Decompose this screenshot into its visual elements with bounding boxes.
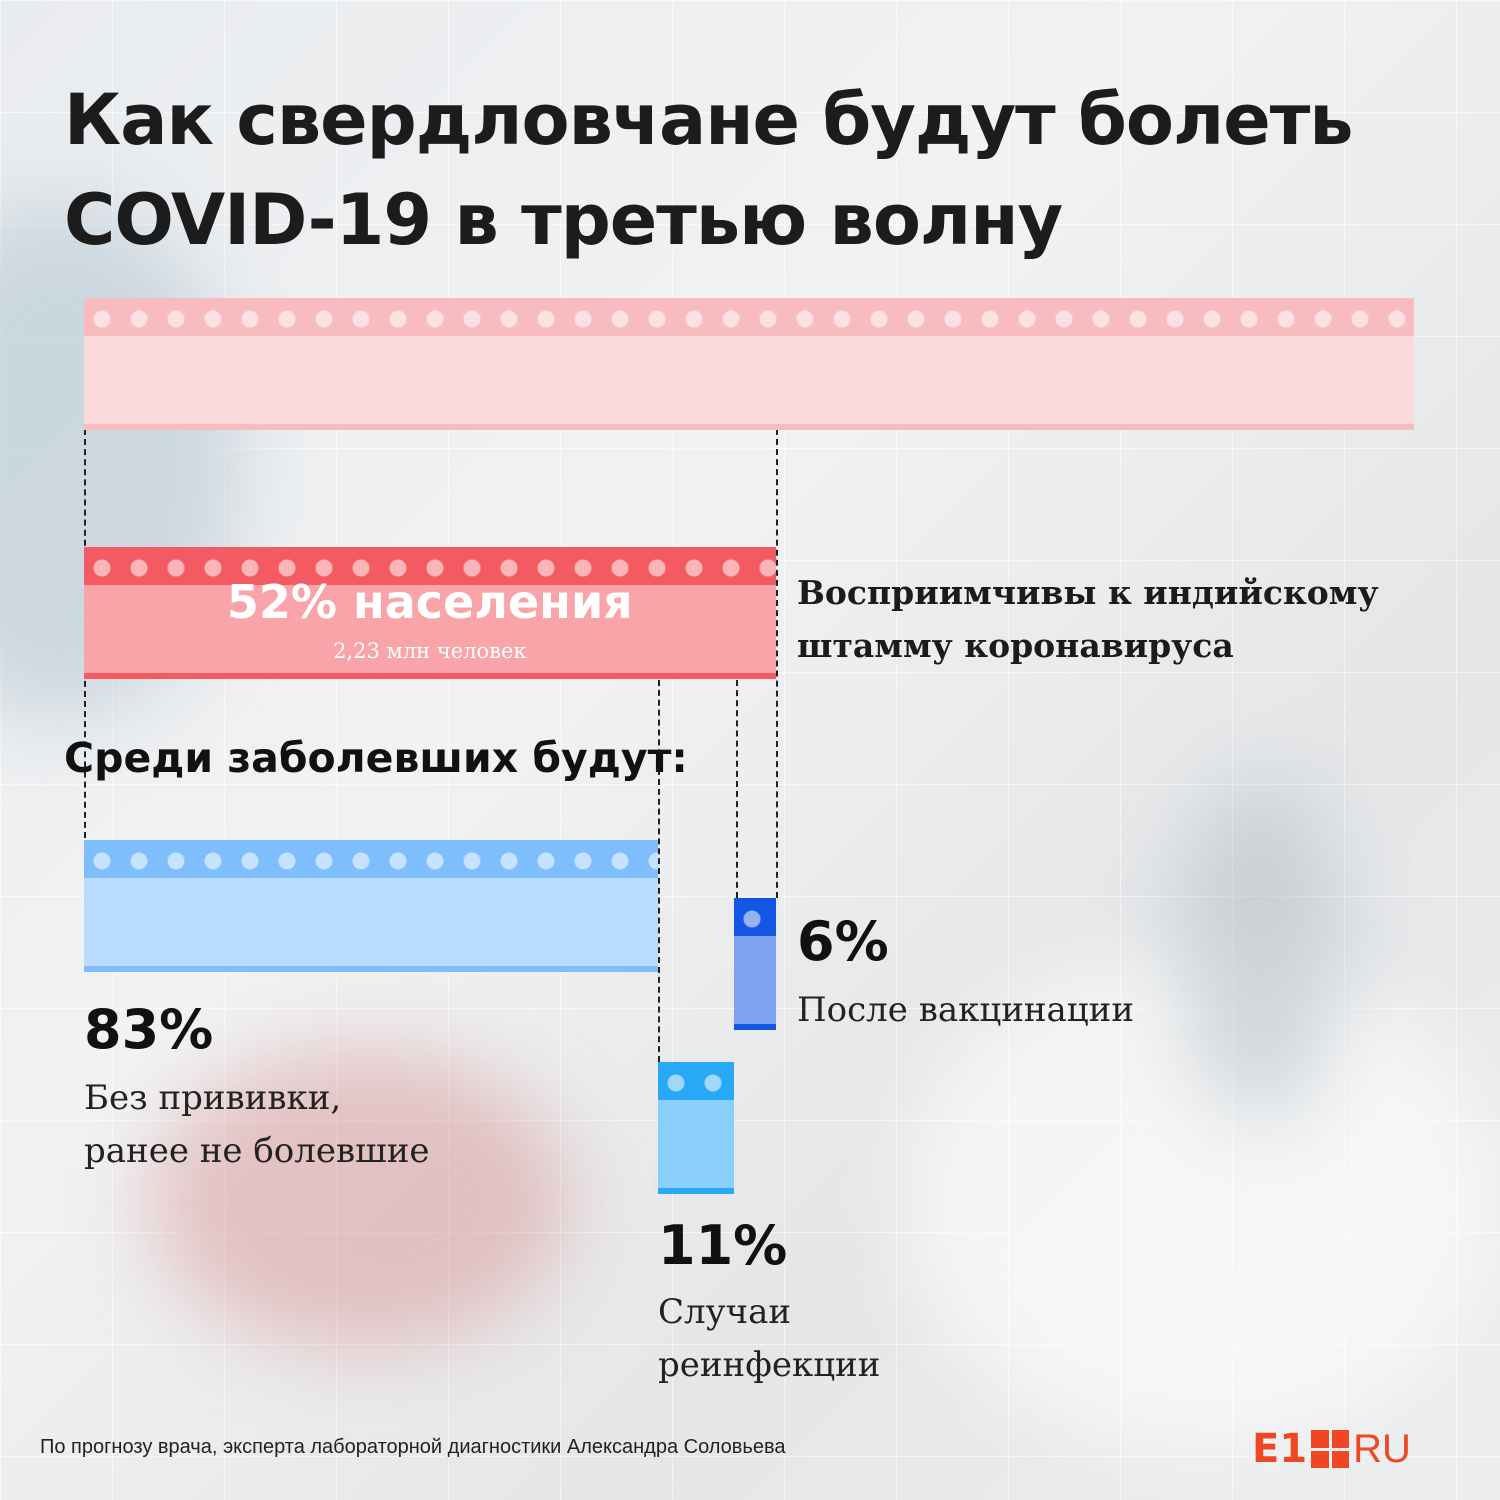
people-icons	[84, 840, 659, 972]
source-note: По прогнозу врача, эксперта лабораторной…	[40, 1436, 786, 1458]
susceptible-description: Восприимчивы к индийскому штамму коронав…	[797, 573, 1379, 665]
background-blob	[1180, 780, 1340, 1120]
reinfection-percent: 11%	[658, 1214, 788, 1277]
among-sick-heading: Среди заболевших будут:	[64, 734, 688, 782]
guide-line-83	[658, 680, 660, 1062]
guide-line-94	[736, 680, 738, 898]
logo-square-icon	[1311, 1430, 1350, 1468]
unvaccinated-label: Без прививки, ранее не болевшие	[84, 1078, 430, 1171]
logo-e1-text: E1	[1252, 1426, 1308, 1472]
bar-reinfection	[658, 1062, 735, 1194]
people-icons	[84, 547, 776, 679]
logo-ru-text: RU	[1353, 1427, 1411, 1471]
reinfection-label: Случаи реинфекции	[658, 1292, 881, 1385]
unvaccinated-percent: 83%	[84, 998, 214, 1061]
bar-total-population	[84, 298, 1414, 430]
vaccinated-percent: 6%	[797, 910, 889, 973]
guide-line-52	[776, 298, 778, 898]
bar-vaccinated	[734, 898, 776, 1030]
title-line-1: Как свердловчане будут болеть	[64, 79, 1354, 161]
title-line-2: COVID-19 в третью волну	[64, 179, 1063, 261]
e1-logo[interactable]: E1 RU	[1252, 1428, 1411, 1470]
people-icons	[734, 898, 776, 1030]
bar-susceptible: 52% населения 2,23 млн человек	[84, 547, 776, 679]
susceptible-percent-label: 52% населения	[226, 575, 633, 629]
chart-title: Как свердловчане будут болеть COVID-19 в…	[64, 70, 1464, 270]
people-icons	[658, 1062, 735, 1194]
bar-unvaccinated	[84, 840, 659, 972]
people-icons	[84, 298, 1414, 430]
background-blob	[150, 1050, 570, 1350]
susceptible-count-label: 2,23 млн человек	[333, 639, 527, 663]
vaccinated-label: После вакцинации	[797, 990, 1134, 1030]
